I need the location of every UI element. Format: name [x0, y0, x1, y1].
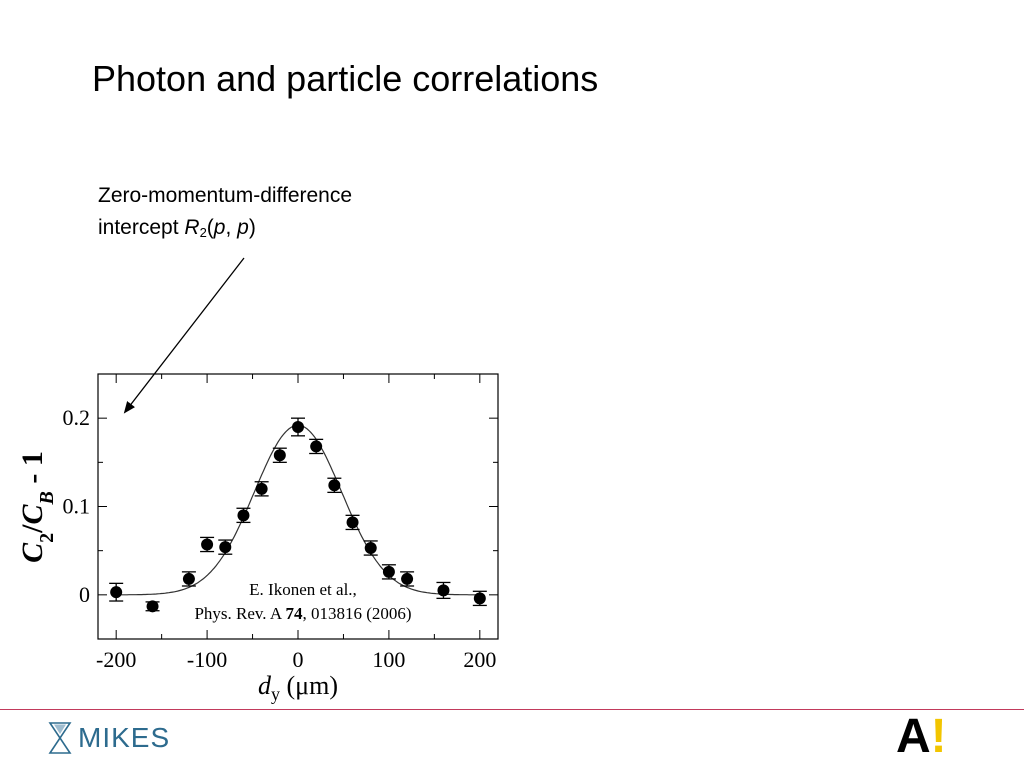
annotation-text: Zero-momentum-difference intercept R2(p,…	[98, 180, 352, 249]
citation-line-1: E. Ikonen et al.,	[249, 580, 357, 599]
gaussian-fit-curve	[116, 424, 480, 596]
mikes-logo: MIKES	[48, 718, 170, 758]
data-marker	[273, 449, 286, 462]
x-tick-label: 0	[293, 647, 304, 672]
data-marker	[201, 538, 214, 551]
aalto-letter: A	[896, 710, 931, 763]
x-tick-labels: -200 -100 0 100 200	[96, 647, 496, 672]
data-point	[236, 507, 251, 524]
data-marker	[310, 440, 323, 453]
annotation-symbol: R	[184, 216, 200, 239]
annotation-line-1: Zero-momentum-difference	[98, 184, 353, 207]
data-point	[181, 571, 196, 587]
data-point	[254, 481, 269, 497]
citation-line-2: Phys. Rev. A 74, 013816 (2006)	[194, 604, 411, 623]
tick-marks	[98, 373, 498, 640]
annotation-prefix: intercept	[98, 216, 185, 239]
y-tick-label: 0.2	[63, 405, 91, 430]
data-point	[145, 600, 160, 613]
aalto-exclamation: !	[930, 710, 947, 763]
annotation-subscript: 2	[199, 225, 207, 240]
data-marker	[382, 565, 395, 578]
data-point	[363, 540, 378, 556]
x-tick-label: 100	[372, 647, 405, 672]
x-tick-label: -100	[187, 647, 227, 672]
y-tick-labels: 0 0.1 0.2	[63, 405, 91, 607]
aalto-logo: A!	[896, 712, 947, 762]
annotation-args: (p, p)	[206, 216, 256, 239]
data-marker	[346, 516, 359, 529]
mikes-wordmark: MIKES	[78, 722, 171, 753]
data-point	[200, 536, 215, 553]
data-marker	[292, 421, 304, 433]
data-point	[345, 514, 360, 531]
data-marker	[401, 572, 414, 585]
data-marker	[473, 592, 486, 605]
data-marker	[182, 572, 195, 585]
data-marker	[328, 479, 341, 492]
footer-divider	[0, 709, 1024, 710]
data-marker	[437, 584, 450, 597]
x-tick-label: 200	[463, 647, 496, 672]
data-point	[309, 438, 324, 455]
data-marker	[237, 509, 250, 522]
data-marker	[219, 541, 232, 554]
correlation-chart: -200 -100 0 100 200 0 0.1 0.2 C2/CB - 1 dy (μm…	[16, 257, 499, 704]
data-point	[218, 539, 233, 555]
data-marker	[110, 586, 123, 599]
data-point	[272, 447, 287, 463]
x-tick-label: -200	[96, 647, 136, 672]
data-point	[472, 590, 487, 607]
data-marker	[364, 542, 377, 555]
annotation-line-2: intercept R2(p, p)	[98, 212, 352, 249]
data-point	[109, 582, 124, 602]
plot-frame	[97, 373, 499, 640]
slide-title: Photon and particle correlations	[92, 58, 599, 99]
data-point	[327, 477, 342, 494]
hourglass-icon	[48, 722, 72, 754]
data-point	[400, 571, 415, 587]
data-point	[291, 417, 305, 437]
y-axis-label: C2/CB - 1	[16, 451, 58, 563]
data-point	[381, 564, 396, 580]
data-marker	[255, 482, 268, 495]
y-tick-label: 0	[79, 582, 90, 607]
data-marker	[146, 600, 159, 613]
x-axis-label: dy (μm)	[258, 671, 338, 704]
annotation-arrow	[123, 257, 245, 414]
data-points	[109, 417, 487, 613]
data-point	[436, 581, 451, 600]
y-tick-label: 0.1	[63, 494, 91, 519]
